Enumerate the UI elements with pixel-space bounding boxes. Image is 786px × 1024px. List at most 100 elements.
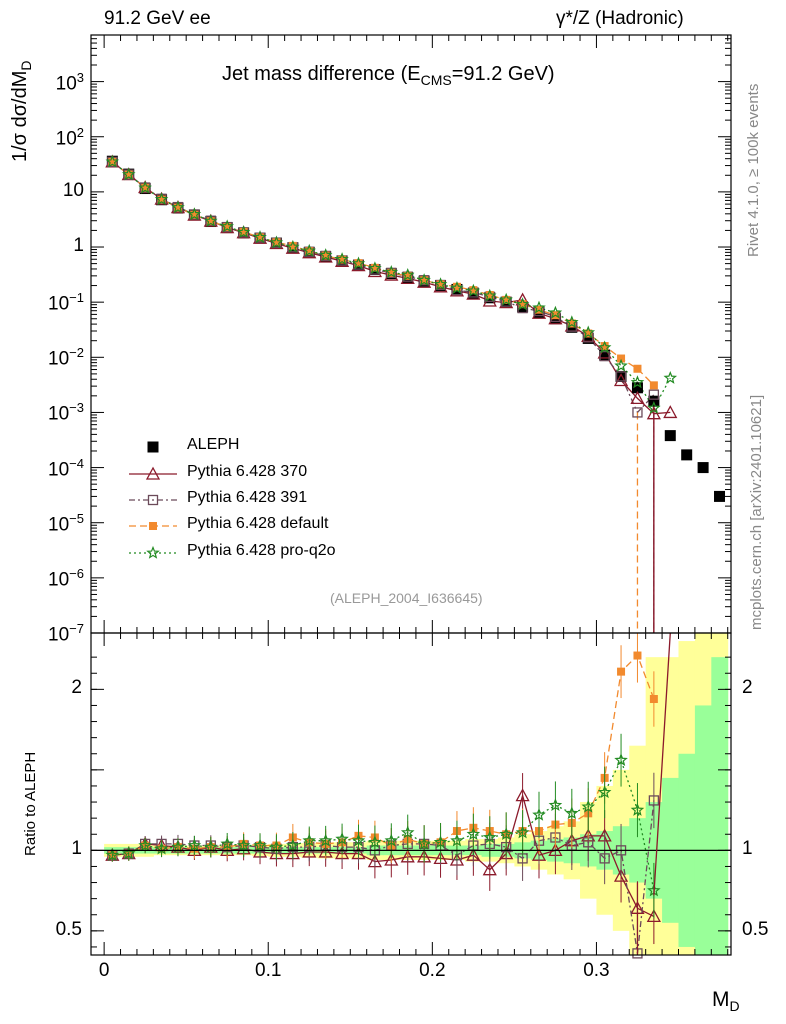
data-point (220, 219, 234, 233)
ratio-y-tick-label-right: 2 (742, 677, 753, 699)
chart-title: Jet mass difference (ECMS=91.2 GeV) (222, 63, 555, 88)
y-tick-label: 10 (62, 179, 84, 201)
data-point (338, 255, 347, 264)
ratio-point (269, 840, 284, 853)
ratio-point (138, 838, 152, 852)
y-tick-label: 10−7 (48, 621, 84, 646)
ratio-point (482, 830, 497, 844)
data-point (466, 283, 481, 297)
data-point (436, 280, 445, 289)
ratio-line (112, 793, 655, 917)
data-point (548, 305, 563, 319)
data-point (663, 405, 678, 419)
ratio-point (187, 838, 202, 852)
data-point (632, 407, 643, 418)
ratio-point (335, 831, 349, 845)
x-tick-label: 0.2 (419, 960, 446, 981)
data-point (105, 154, 120, 168)
data-point (646, 406, 661, 420)
data-point (223, 223, 232, 232)
data-point (124, 170, 133, 179)
y-tick-label: 103 (55, 69, 84, 94)
legend-marker (147, 494, 159, 506)
ratio-y-tick-label-left: 2 (71, 677, 82, 699)
data-point (469, 286, 478, 295)
data-point (532, 300, 546, 314)
ratio-point (630, 802, 645, 816)
data-point (613, 373, 629, 387)
legend-marker (145, 466, 161, 480)
data-point (368, 261, 382, 275)
series-line (111, 161, 671, 415)
ratio-line (112, 800, 655, 954)
data-point (649, 381, 658, 390)
ratio-point (154, 841, 169, 855)
series-line (111, 161, 671, 410)
ratio-point (614, 753, 628, 766)
ratio-point (253, 838, 267, 852)
data-point (633, 364, 642, 373)
data-point (286, 239, 300, 253)
ratio-y-tick-label-left: 0.5 (55, 918, 82, 940)
analysis-watermark: (ALEPH_2004_I636645) (330, 590, 483, 606)
data-point (697, 462, 709, 474)
data-point (157, 195, 166, 204)
data-point (236, 225, 251, 239)
data-point (318, 248, 333, 261)
data-point (567, 319, 576, 328)
data-point (614, 358, 628, 372)
data-point (518, 300, 527, 309)
legend-label: Pythia 6.428 370 (187, 463, 308, 480)
data-point (204, 213, 218, 227)
ratio-point (400, 825, 415, 839)
ratio-rise-line (653, 632, 671, 896)
ratio-point (599, 853, 610, 864)
data-point (631, 382, 643, 394)
x-tick-label: 0.3 (583, 960, 610, 981)
ratio-point (597, 785, 612, 799)
ratio-point (318, 833, 333, 847)
y-tick-label: 1 (73, 235, 84, 257)
data-point (584, 329, 593, 338)
data-point (482, 288, 497, 302)
legend-marker (147, 441, 159, 453)
data-point (502, 295, 511, 304)
data-point (253, 230, 267, 244)
ratio-point (121, 846, 136, 860)
y-tick-label: 10−3 (48, 400, 84, 425)
ratio-point (417, 836, 431, 850)
ratio-point (286, 838, 300, 852)
data-point (599, 349, 611, 361)
ratio-y-axis-label: Ratio to ALEPH (22, 751, 39, 856)
data-point (664, 430, 676, 442)
data-point (387, 268, 396, 277)
data-point (599, 350, 610, 362)
ratio-point (384, 852, 399, 866)
data-point (302, 243, 317, 257)
header-right: γ*/Z (Hadronic) (556, 8, 684, 29)
y-axis-label: 1/σ dσ/dMD (9, 60, 34, 162)
ratio-point (433, 835, 448, 849)
legend-marker (146, 545, 160, 559)
data-point (171, 200, 185, 214)
data-point (485, 290, 494, 299)
y-tick-label: 10−5 (48, 510, 84, 536)
data-point (714, 490, 726, 502)
y-tick-label: 10−1 (48, 290, 84, 315)
data-point (630, 375, 645, 389)
ratio-point (613, 868, 629, 882)
ratio-point (450, 833, 464, 847)
data-point (615, 371, 627, 382)
data-point (108, 157, 117, 166)
legend-label: Pythia 6.428 pro-q2o (187, 542, 336, 559)
data-point (433, 277, 448, 291)
data-point (354, 259, 363, 268)
ratio-y-tick-label-left: 1 (71, 838, 82, 860)
ratio-line (112, 654, 655, 856)
data-point (386, 267, 397, 279)
data-point (190, 210, 199, 219)
ratio-point (204, 840, 218, 853)
data-point (141, 183, 150, 192)
data-point (615, 370, 627, 382)
